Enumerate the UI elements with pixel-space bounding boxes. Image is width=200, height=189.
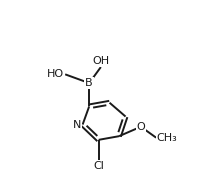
Text: B: B: [85, 78, 93, 88]
Text: N: N: [72, 120, 81, 129]
Text: Cl: Cl: [93, 161, 104, 171]
Text: CH₃: CH₃: [156, 133, 177, 143]
Text: HO: HO: [47, 69, 64, 79]
Text: O: O: [136, 122, 145, 132]
Text: OH: OH: [92, 56, 109, 66]
